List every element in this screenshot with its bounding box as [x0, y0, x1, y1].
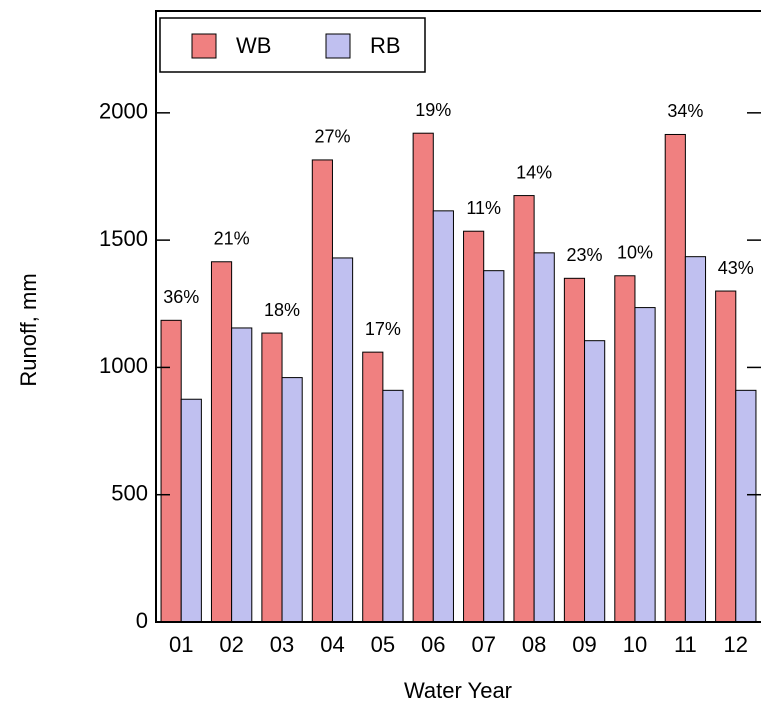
annotation: 43%: [718, 258, 754, 278]
bar: [563, 277, 586, 623]
x-tick-label: 04: [320, 632, 344, 657]
y-tick-label: 2000: [99, 99, 148, 124]
x-tick-label: 11: [674, 632, 697, 657]
annotation: 17%: [365, 319, 401, 339]
bar: [160, 319, 182, 623]
annotation: 10%: [617, 243, 653, 263]
bar: [331, 257, 354, 623]
bar: [210, 261, 233, 623]
x-tick-label: 10: [623, 632, 647, 657]
annotation: 36%: [163, 287, 199, 307]
plot-frame: [155, 10, 761, 623]
x-axis-label: Water Year: [404, 678, 512, 703]
annotation: 23%: [567, 245, 603, 265]
legend-label: RB: [370, 33, 401, 58]
x-tick-label: 05: [371, 632, 395, 657]
y-tick-label: 1500: [99, 226, 148, 251]
bar: [715, 290, 737, 623]
y-axis-label: Runoff, mm: [16, 273, 41, 386]
bar: [281, 377, 303, 623]
annotation: 14%: [516, 162, 552, 182]
x-tick-label: 02: [219, 632, 243, 657]
bar: [614, 275, 636, 623]
legend-label: WB: [236, 33, 271, 58]
bar: [533, 252, 555, 623]
legend-swatch: [325, 33, 351, 59]
x-tick-label: 09: [572, 632, 596, 657]
y-tick-label: 1000: [99, 353, 148, 378]
annotation: 21%: [214, 229, 250, 249]
y-tick-label: 0: [136, 608, 148, 633]
x-tick-label: 06: [421, 632, 445, 657]
y-tick-label: 500: [111, 481, 148, 506]
x-tick-label: 08: [522, 632, 546, 657]
legend-swatch: [191, 33, 217, 59]
annotation: 27%: [314, 127, 350, 147]
bar: [382, 389, 404, 623]
annotation: 11%: [466, 198, 501, 218]
x-tick-label: 01: [169, 632, 193, 657]
bar: [180, 398, 202, 623]
bar: [362, 351, 384, 623]
bar: [513, 195, 535, 623]
x-tick-label: 03: [270, 632, 294, 657]
x-tick-label: 07: [471, 632, 495, 657]
bar: [735, 389, 757, 623]
bar: [584, 340, 606, 623]
annotation: 34%: [667, 101, 703, 121]
bar: [311, 159, 333, 623]
annotation: 18%: [264, 300, 300, 320]
annotation: 19%: [415, 100, 451, 120]
bar: [261, 332, 283, 623]
bar: [463, 230, 485, 623]
bar: [684, 256, 707, 623]
bar: [664, 133, 686, 623]
bar: [634, 307, 656, 623]
bar: [483, 270, 505, 623]
x-tick-label: 12: [724, 632, 748, 657]
bar: [432, 210, 454, 623]
bar: [412, 132, 434, 623]
bar: [231, 327, 253, 623]
